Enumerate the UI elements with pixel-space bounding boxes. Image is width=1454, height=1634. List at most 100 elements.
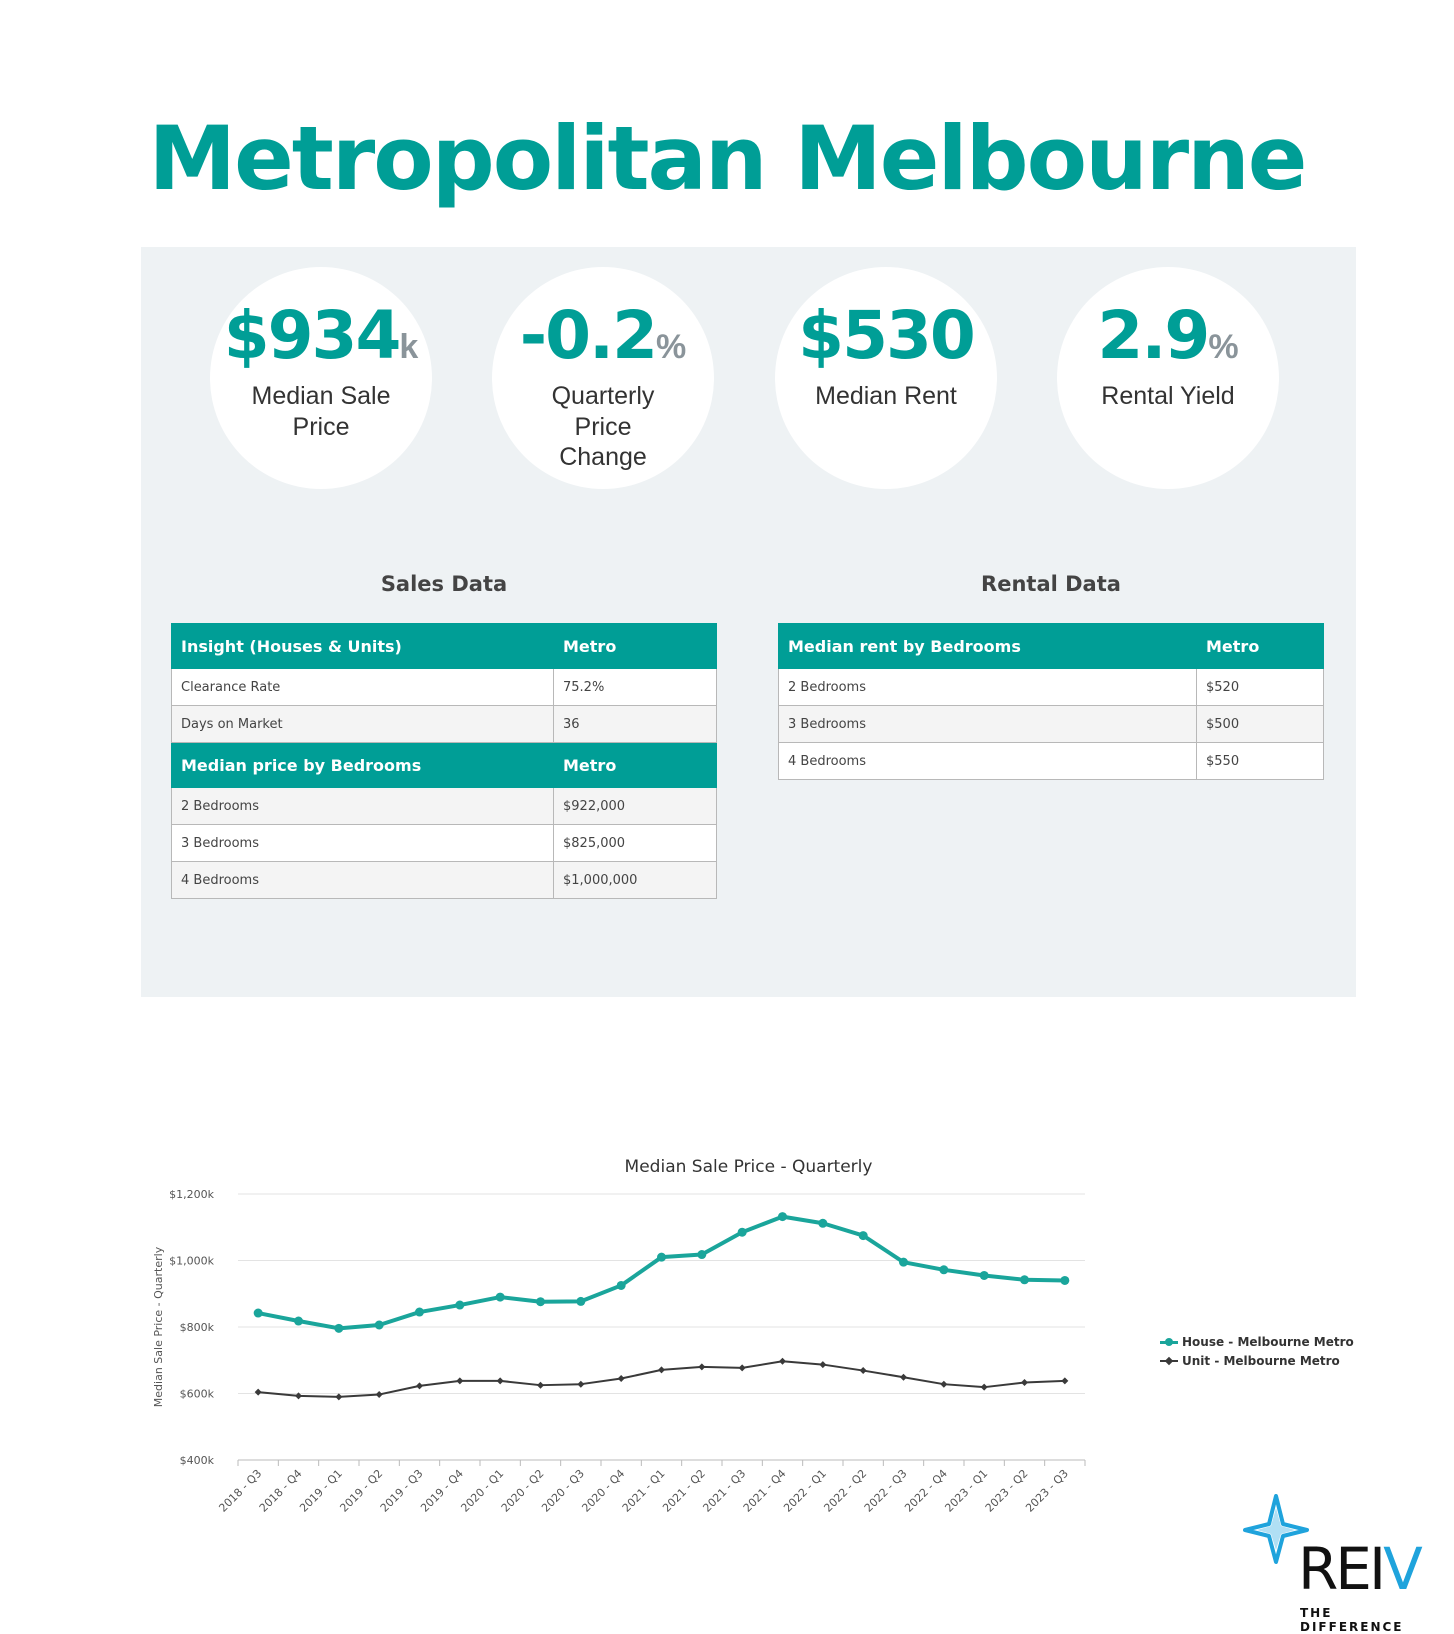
- data-point: [1060, 1275, 1070, 1285]
- table-row: 3 Bedrooms $825,000: [171, 824, 717, 862]
- kpi-value: $530: [798, 297, 976, 374]
- kpi-label: Median Sale Price: [251, 382, 391, 441]
- data-point: [819, 1361, 827, 1369]
- data-point: [254, 1388, 262, 1396]
- data-point: [294, 1316, 303, 1326]
- data-point: [496, 1377, 504, 1385]
- kpi-median-sale-price: $934k Median Sale Price: [210, 267, 432, 489]
- column-header: Median rent by Bedrooms: [778, 623, 1197, 669]
- x-tick-label: 2023 - Q3: [1023, 1467, 1071, 1515]
- table-header-row: Insight (Houses & Units) Metro: [171, 623, 717, 669]
- x-tick-label: 2019 - Q3: [378, 1467, 426, 1515]
- table-row: 4 Bedrooms $1,000,000: [171, 861, 717, 899]
- x-tick-label: 2020 - Q4: [579, 1467, 627, 1515]
- data-point: [939, 1265, 949, 1275]
- y-axis-label: Median Sale Price - Quarterly: [152, 1246, 165, 1407]
- data-point: [900, 1373, 907, 1381]
- legend-item-unit[interactable]: Unit - Melbourne Metro: [1160, 1351, 1354, 1370]
- column-header: Metro: [1196, 623, 1324, 669]
- data-point: [537, 1381, 544, 1389]
- table-row: 2 Bedrooms $922,000: [171, 787, 717, 825]
- x-tick-label: 2023 - Q1: [942, 1467, 990, 1515]
- x-tick-label: 2020 - Q1: [458, 1467, 506, 1515]
- table-cell: $825,000: [553, 824, 717, 862]
- x-tick-label: 2021 - Q4: [741, 1467, 789, 1515]
- kpi-value: $934: [223, 297, 402, 374]
- table-cell: Clearance Rate: [171, 668, 554, 706]
- data-point: [495, 1292, 505, 1302]
- x-tick-label: 2022 - Q2: [821, 1467, 869, 1515]
- table-row: Days on Market 36: [171, 705, 717, 743]
- data-point: [577, 1380, 585, 1388]
- legend-swatch-icon: [1160, 1356, 1178, 1366]
- data-point: [616, 1280, 626, 1290]
- data-point: [1021, 1379, 1028, 1387]
- data-point: [778, 1212, 787, 1222]
- legend-label: Unit - Melbourne Metro: [1182, 1353, 1340, 1368]
- data-point: [295, 1392, 302, 1400]
- table-row: 2 Bedrooms $520: [778, 668, 1324, 706]
- data-point: [1061, 1377, 1069, 1385]
- table-cell: $922,000: [553, 787, 717, 825]
- data-point: [416, 1382, 423, 1390]
- data-point: [940, 1380, 948, 1388]
- kpi-median-rent: $530 Median Rent: [775, 267, 997, 489]
- star-logo-icon: [1243, 1494, 1309, 1564]
- data-point: [658, 1366, 665, 1374]
- x-tick-label: 2022 - Q4: [902, 1467, 950, 1515]
- table-cell: $520: [1196, 668, 1324, 706]
- y-tick-label: $1,200k: [169, 1188, 214, 1201]
- x-tick-label: 2019 - Q1: [297, 1467, 345, 1515]
- summary-panel: $934k Median Sale Price -0.2% Quarterly …: [141, 247, 1356, 997]
- data-point: [980, 1383, 988, 1391]
- y-tick-label: $600k: [180, 1388, 215, 1401]
- table-row: Clearance Rate 75.2%: [171, 668, 717, 706]
- table-cell: $550: [1196, 742, 1324, 780]
- kpi-quarterly-price-change: -0.2% Quarterly Price Change: [492, 267, 714, 489]
- data-point: [576, 1296, 586, 1306]
- table-cell: 75.2%: [553, 668, 717, 706]
- column-header: Insight (Houses & Units): [171, 623, 554, 669]
- sales-data-table: Insight (Houses & Units) Metro Clearance…: [171, 623, 717, 899]
- x-tick-label: 2018 - Q3: [216, 1467, 264, 1515]
- legend-label: House - Melbourne Metro: [1182, 1334, 1354, 1349]
- sales-data-title: Sales Data: [380, 572, 508, 596]
- x-tick-label: 2022 - Q1: [781, 1467, 829, 1515]
- chart-legend: House - Melbourne Metro Unit - Melbourne…: [1160, 1332, 1354, 1370]
- table-cell: 2 Bedrooms: [171, 787, 554, 825]
- data-point: [455, 1300, 465, 1310]
- chart-series: [253, 1212, 1070, 1401]
- data-point: [1020, 1275, 1029, 1285]
- x-tick-label: 2020 - Q3: [539, 1467, 587, 1515]
- data-point: [698, 1363, 706, 1371]
- table-header-row: Median price by Bedrooms Metro: [171, 742, 717, 788]
- table-cell: 36: [553, 705, 717, 743]
- data-point: [657, 1252, 666, 1262]
- table-cell: $500: [1196, 705, 1324, 743]
- legend-item-house[interactable]: House - Melbourne Metro: [1160, 1332, 1354, 1351]
- chart-title: Median Sale Price - Quarterly: [624, 1157, 873, 1177]
- legend-swatch-icon: [1160, 1337, 1178, 1347]
- data-point: [899, 1257, 908, 1267]
- table-cell: 3 Bedrooms: [171, 824, 554, 862]
- data-point: [779, 1357, 786, 1365]
- kpi-rental-yield: 2.9% Rental Yield: [1057, 267, 1279, 489]
- x-tick-label: 2021 - Q2: [660, 1467, 708, 1515]
- x-tick-label: 2019 - Q4: [418, 1467, 466, 1515]
- y-tick-label: $1,000k: [169, 1255, 214, 1268]
- y-tick-label: $800k: [180, 1321, 215, 1334]
- column-header: Median price by Bedrooms: [171, 742, 554, 788]
- kpi-label: Quarterly Price Change: [551, 382, 655, 471]
- kpi-label: Median Rent: [815, 382, 957, 410]
- x-tick-label: 2021 - Q3: [700, 1467, 748, 1515]
- table-row: 4 Bedrooms $550: [778, 742, 1324, 780]
- table-header-row: Median rent by Bedrooms Metro: [778, 623, 1324, 669]
- data-point: [375, 1390, 383, 1398]
- x-tick-label: 2021 - Q1: [620, 1467, 668, 1515]
- table-cell: Days on Market: [171, 705, 554, 743]
- data-point: [858, 1231, 868, 1241]
- kpi-value: 2.9: [1097, 297, 1210, 374]
- kpi-unit: %: [656, 328, 687, 366]
- data-point: [335, 1393, 343, 1401]
